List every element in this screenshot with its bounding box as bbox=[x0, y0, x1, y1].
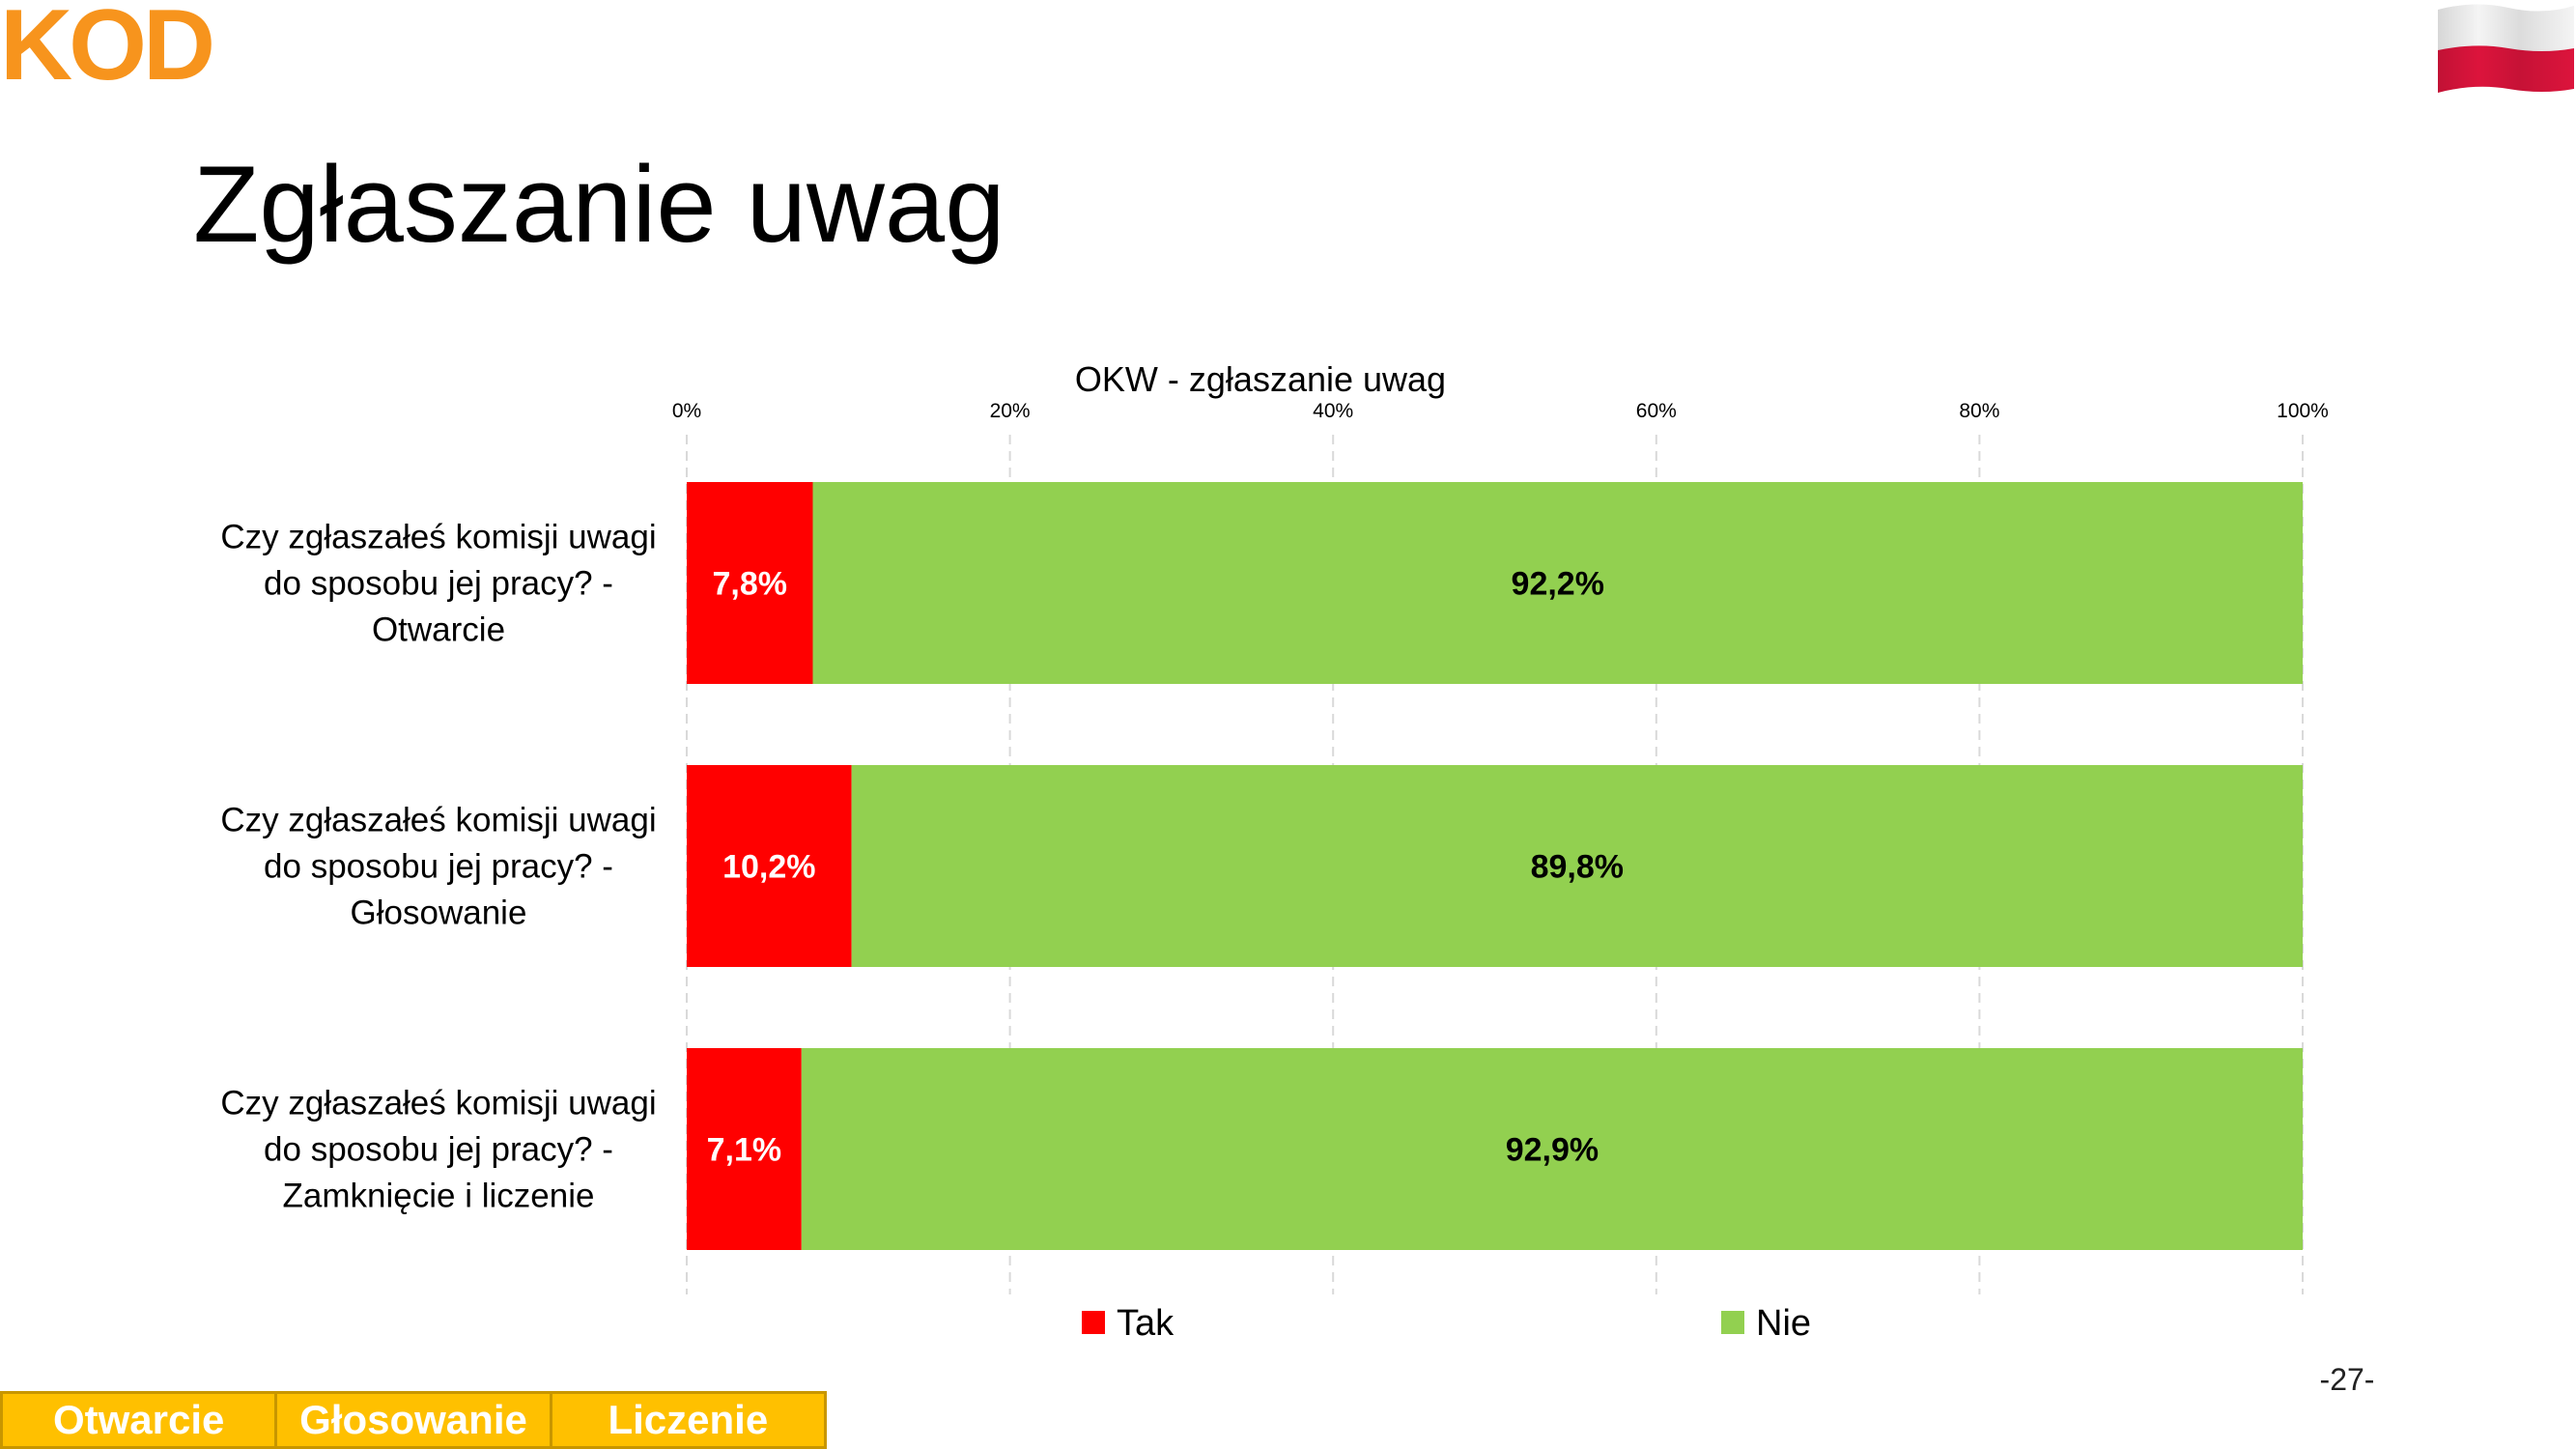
svg-text:KOD: KOD bbox=[0, 0, 212, 87]
x-tick-label: 80% bbox=[1959, 400, 1999, 422]
x-tick-label: 60% bbox=[1636, 400, 1677, 422]
legend-label-nie: Nie bbox=[1756, 1303, 1811, 1344]
data-label-tak: 10,2% bbox=[722, 849, 815, 886]
page-number: -27- bbox=[2319, 1362, 2375, 1397]
stacked-bar-chart: OKW - zgłaszanie uwag 0% 20% 40% 60% 80% 100% C… bbox=[220, 359, 2329, 1344]
category-label: Czy zgłaszałeś komisji uwagi do sposobu j… bbox=[220, 1085, 656, 1215]
slide-title: Zgłaszanie uwag bbox=[193, 144, 1005, 265]
x-tick-label: 0% bbox=[672, 400, 701, 422]
data-label-nie: 89,8% bbox=[1531, 849, 1624, 886]
category-label: Czy zgłaszałeś komisji uwagi do sposobu j… bbox=[220, 519, 656, 649]
tab-otwarcie[interactable]: Otwarcie bbox=[0, 1391, 278, 1449]
polish-flag-icon bbox=[2438, 4, 2574, 94]
data-label-tak: 7,8% bbox=[712, 566, 787, 603]
data-label-nie: 92,2% bbox=[1512, 566, 1604, 603]
bar-nie bbox=[812, 482, 2303, 684]
kod-logo: KOD bbox=[0, 0, 215, 87]
x-tick-label: 20% bbox=[990, 400, 1031, 422]
data-label-nie: 92,9% bbox=[1506, 1132, 1599, 1169]
x-tick-label: 100% bbox=[2277, 400, 2329, 422]
data-label-tak: 7,1% bbox=[707, 1132, 782, 1169]
legend-label-tak: Tak bbox=[1117, 1303, 1175, 1344]
tab-glosowanie[interactable]: Głosowanie bbox=[274, 1391, 552, 1449]
bar-nie bbox=[801, 1048, 2304, 1250]
legend-swatch-tak bbox=[1082, 1311, 1105, 1334]
bar-tak bbox=[687, 765, 852, 967]
bar-tak bbox=[687, 1048, 802, 1250]
x-tick-label: 40% bbox=[1313, 400, 1353, 422]
category-label: Czy zgłaszałeś komisji uwagi do sposobu j… bbox=[220, 802, 656, 932]
legend-swatch-nie bbox=[1721, 1311, 1744, 1334]
tab-liczenie[interactable]: Liczenie bbox=[549, 1391, 827, 1449]
bar-nie bbox=[851, 765, 2303, 967]
chart-title: OKW - zgłaszanie uwag bbox=[1075, 359, 1446, 399]
section-nav: Otwarcie Głosowanie Liczenie bbox=[0, 1391, 827, 1449]
bar-tak bbox=[687, 482, 813, 684]
